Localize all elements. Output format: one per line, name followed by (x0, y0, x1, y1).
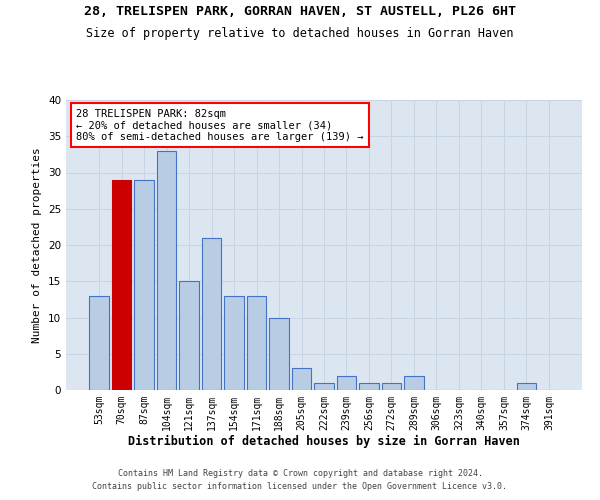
Bar (404, 376, 424, 390)
Bar (112, 180, 131, 390)
Text: Size of property relative to detached houses in Gorran Haven: Size of property relative to detached ho… (86, 28, 514, 40)
Bar (517, 383, 536, 390)
Bar (337, 376, 356, 390)
Bar (179, 281, 199, 390)
Bar (224, 296, 244, 390)
Text: Distribution of detached houses by size in Gorran Haven: Distribution of detached houses by size … (128, 435, 520, 448)
Y-axis label: Number of detached properties: Number of detached properties (32, 147, 43, 343)
Text: 28, TRELISPEN PARK, GORRAN HAVEN, ST AUSTELL, PL26 6HT: 28, TRELISPEN PARK, GORRAN HAVEN, ST AUS… (84, 5, 516, 18)
Bar (292, 368, 311, 390)
Text: Contains HM Land Registry data © Crown copyright and database right 2024.: Contains HM Land Registry data © Crown c… (118, 468, 482, 477)
Text: Contains public sector information licensed under the Open Government Licence v3: Contains public sector information licen… (92, 482, 508, 491)
Bar (134, 180, 154, 390)
Bar (382, 383, 401, 390)
Text: 28 TRELISPEN PARK: 82sqm
← 20% of detached houses are smaller (34)
80% of semi-d: 28 TRELISPEN PARK: 82sqm ← 20% of detach… (76, 108, 364, 142)
Bar (314, 383, 334, 390)
Bar (359, 383, 379, 390)
Bar (89, 296, 109, 390)
Bar (247, 296, 266, 390)
Bar (202, 238, 221, 390)
Bar (157, 151, 176, 390)
Bar (269, 318, 289, 390)
